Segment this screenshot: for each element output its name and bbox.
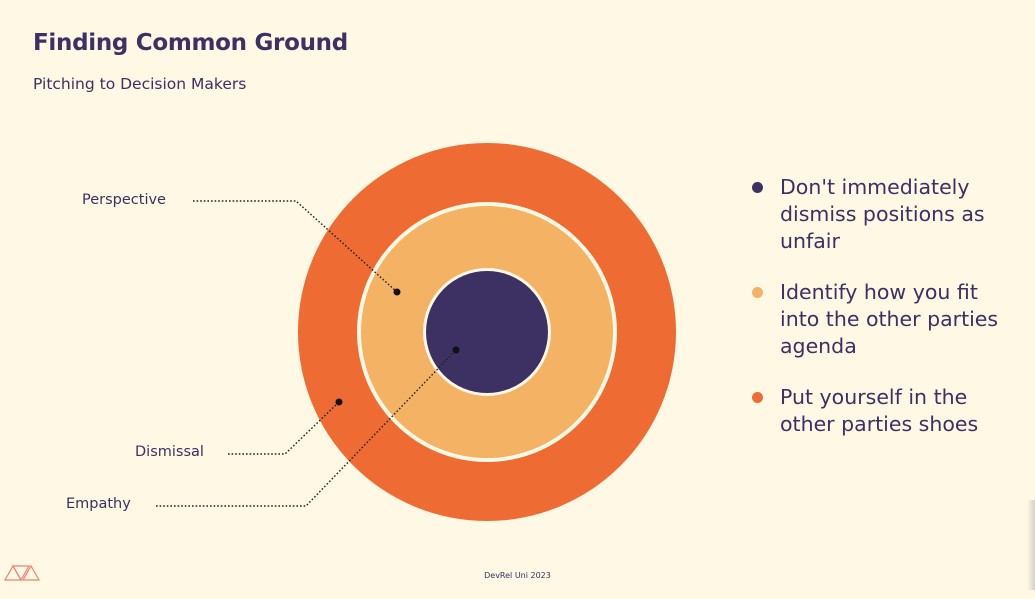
bullet-dot-orange [752,392,763,403]
label-empathy: Empathy [66,496,131,512]
bullet-item: Identify how you fit into the other part… [752,279,1022,360]
bullet-list: Don't immediately dismiss positions as u… [752,174,1022,462]
bullet-dot-navy [752,182,763,193]
bullet-item: Don't immediately dismiss positions as u… [752,174,1022,255]
window-edge-shadow [1027,500,1035,590]
slide-title: Finding Common Ground [33,30,348,56]
empathy-point [452,346,460,354]
bullet-dot-peach [752,287,763,298]
perspective-point [393,288,401,296]
dismissal-point [335,398,343,406]
slide-footer: DevRel Uni 2023 [484,571,551,580]
dismissal-leader-line [228,401,340,455]
triangles-logo-icon [4,564,41,582]
bullet-text: Don't immediately dismiss positions as u… [780,175,985,253]
bullet-text: Put yourself in the other parties shoes [780,385,979,436]
slide-subtitle: Pitching to Decision Makers [33,75,247,93]
bullet-item: Put yourself in the other parties shoes [752,384,1022,438]
bullet-text: Identify how you fit into the other part… [780,280,999,358]
ring-empathy [426,271,548,393]
label-perspective: Perspective [82,192,166,208]
label-dismissal: Dismissal [135,444,204,460]
